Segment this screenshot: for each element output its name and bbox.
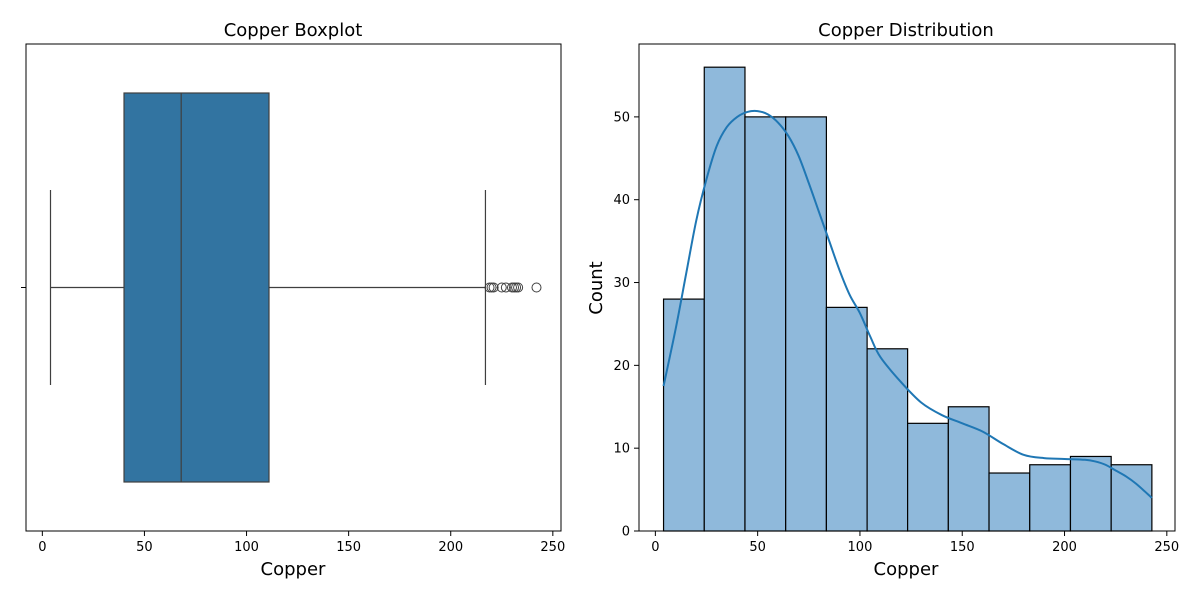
boxplot-outlier	[486, 282, 497, 293]
boxplot-outlier	[496, 282, 507, 293]
boxplot-x-tick-label: 150	[336, 540, 361, 555]
histogram-bar	[1069, 455, 1112, 532]
boxplot-title: Copper Boxplot	[224, 20, 363, 41]
histogram-x-ticks: 0 50 100 150 200 250	[651, 531, 1179, 555]
boxplot-panel: Copper Boxplot 0 50 100 150 200 250 Copper	[21, 20, 565, 580]
boxplot-marks	[49, 92, 542, 483]
histogram-bar	[866, 348, 909, 532]
boxplot-x-tick-label: 200	[438, 540, 463, 555]
boxplot-x-tick-label: 250	[540, 540, 565, 555]
boxplot-x-ticks: 0 50 100 150 200 250	[21, 287, 565, 555]
boxplot-outlier	[531, 282, 542, 293]
histogram-y-tick-label: 0	[622, 525, 630, 540]
histogram-bar	[988, 472, 1031, 532]
histogram-x-tick-label: 250	[1154, 540, 1179, 555]
boxplot-outlier	[500, 282, 511, 293]
histogram-y-axis-label: Count	[586, 261, 607, 314]
histogram-kde	[662, 109, 1153, 499]
histogram-bar	[825, 306, 868, 532]
histogram-plot-frame	[638, 43, 1176, 532]
boxplot-outlier	[513, 282, 524, 293]
histogram-x-tick-label: 0	[651, 540, 659, 555]
histogram-x-tick-label: 100	[848, 540, 873, 555]
histogram-kde-line	[662, 109, 1153, 499]
histogram-bar	[785, 116, 827, 532]
histogram-bar	[947, 406, 990, 532]
histogram-y-ticks: 0 10 20 30 40 50	[613, 110, 639, 540]
histogram-bar	[703, 66, 746, 532]
boxplot-box	[123, 92, 270, 483]
histogram-bar	[1029, 464, 1072, 532]
histogram-bars	[662, 66, 1153, 532]
histogram-x-tick-label: 200	[1052, 540, 1077, 555]
histogram-bar	[1110, 464, 1153, 532]
histogram-x-tick-label: 150	[950, 540, 975, 555]
histogram-x-axis-label: Copper	[874, 559, 940, 580]
histogram-panel: Copper Distribution 0 50 100 150 200 250 0 10 2…	[586, 20, 1179, 580]
boxplot-x-tick-label: 50	[136, 540, 153, 555]
boxplot-outlier	[488, 282, 499, 293]
histogram-y-tick-label: 40	[613, 193, 630, 208]
histogram-bar	[907, 422, 949, 532]
histogram-y-tick-label: 20	[613, 359, 630, 374]
boxplot-x-axis-label: Copper	[261, 559, 327, 580]
boxplot-plot-frame	[25, 43, 562, 532]
boxplot-x-tick-label: 0	[38, 540, 46, 555]
histogram-bar	[744, 116, 787, 532]
histogram-x-tick-label: 50	[749, 540, 766, 555]
histogram-y-tick-label: 50	[613, 110, 630, 125]
boxplot-x-tick-label: 100	[234, 540, 259, 555]
histogram-y-tick-label: 10	[613, 442, 630, 457]
histogram-title: Copper Distribution	[818, 20, 994, 41]
histogram-y-tick-label: 30	[613, 276, 630, 291]
histogram-bar	[662, 298, 705, 532]
